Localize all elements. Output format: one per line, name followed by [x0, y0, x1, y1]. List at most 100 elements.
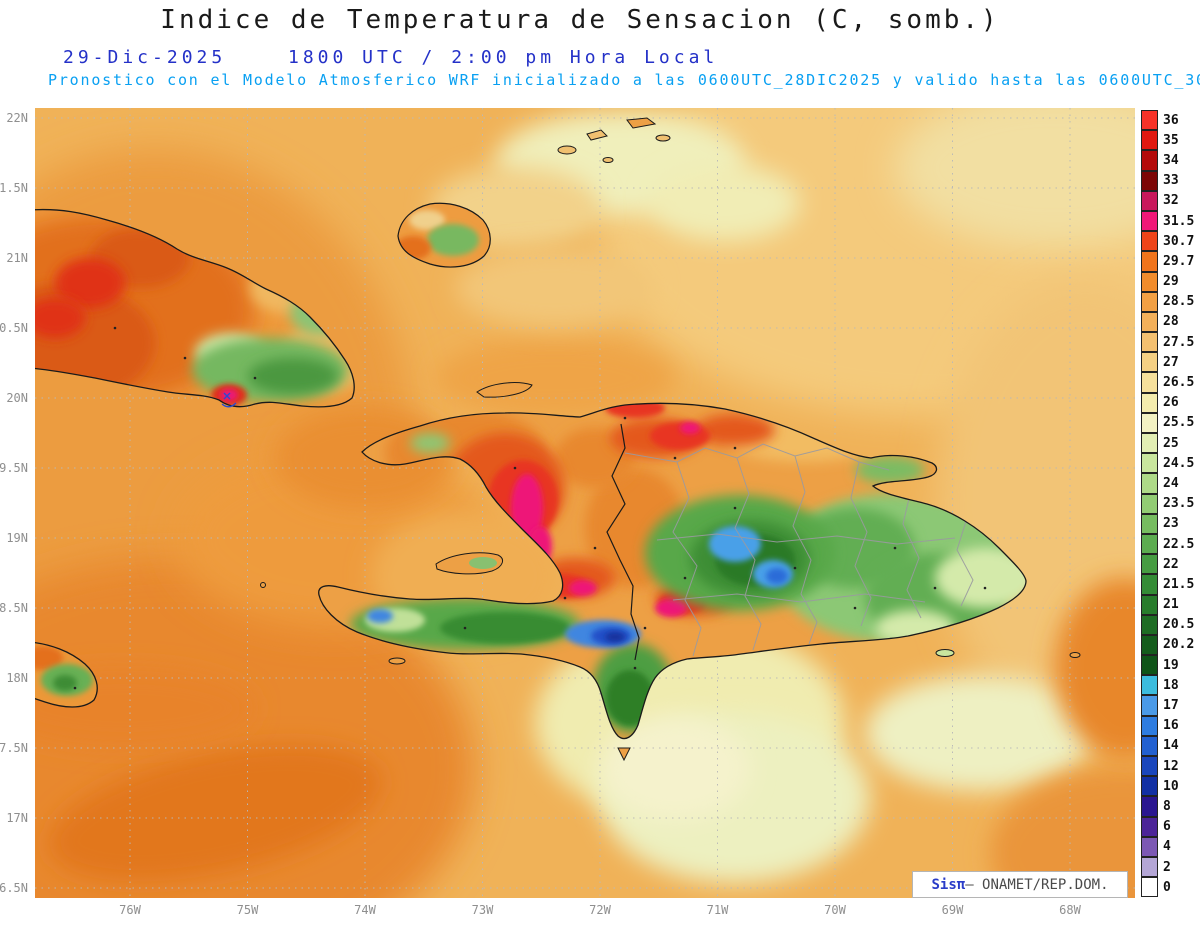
- colorbar-swatch: [1141, 130, 1158, 151]
- colorbar-row: 20.5: [1141, 614, 1195, 635]
- colorbar-row: 19: [1141, 655, 1194, 676]
- colorbar-swatch: [1141, 574, 1158, 595]
- sea-temperature-field: [35, 108, 1135, 898]
- colorbar-level-label: 29.7: [1163, 253, 1195, 269]
- colorbar-level-label: 22.5: [1163, 536, 1195, 552]
- watermark: Sisπ – ONAMET/REP.DOM.: [912, 871, 1128, 898]
- colorbar-level-label: 25.5: [1163, 415, 1195, 431]
- lon-tick-label: 70W: [824, 903, 846, 917]
- colorbar-swatch: [1141, 776, 1158, 797]
- colorbar-level-label: 26.5: [1163, 375, 1195, 391]
- colorbar-row: 28.5: [1141, 291, 1195, 312]
- lon-tick-label: 73W: [471, 903, 494, 917]
- latitude-axis: 22N 21.5N 21N 20.5N 20N 19.5N 19N 18.5N 18N 17.5N…: [0, 108, 31, 898]
- haiti-dr-border: [606, 423, 640, 661]
- sispi-logo: Sisπ: [931, 876, 966, 893]
- colorbar-swatch: [1141, 513, 1158, 534]
- colorbar-row: 33: [1141, 170, 1194, 191]
- lon-tick-label: 76W: [119, 903, 141, 917]
- colorbar-row: 22.5: [1141, 533, 1195, 555]
- colorbar-swatch: [1141, 453, 1158, 474]
- colorbar-legend: 36 35 34 33 32 31.5 30.7 29.7 29 28.5 28 27.5 27 26.5…: [1141, 110, 1195, 898]
- colorbar-level-label: 33: [1163, 173, 1179, 189]
- station-mark: [221, 392, 237, 408]
- colorbar-row: 32: [1141, 190, 1194, 211]
- colorbar-row: 12: [1141, 756, 1194, 777]
- colorbar-swatch: [1141, 352, 1158, 373]
- colorbar-swatch: [1141, 110, 1158, 131]
- lon-tick-label: 72W: [589, 903, 611, 917]
- colorbar-level-label: 0: [1163, 879, 1171, 895]
- colorbar-row: 25: [1141, 433, 1194, 454]
- colorbar-swatch: [1141, 150, 1158, 171]
- colorbar-level-label: 27: [1163, 354, 1179, 370]
- lat-tick-label: 17.5N: [0, 741, 28, 755]
- lat-tick-label: 21N: [6, 251, 28, 265]
- lon-tick-label: 75W: [236, 903, 259, 917]
- colorbar-row: 35: [1141, 130, 1194, 151]
- page-title: Indice de Temperatura de Sensacion (C, s…: [160, 5, 1000, 35]
- colorbar-swatch: [1141, 190, 1158, 211]
- colorbar-row: 27: [1141, 352, 1194, 373]
- colorbar-level-label: 2: [1163, 859, 1171, 875]
- colorbar-level-label: 21: [1163, 597, 1179, 613]
- colorbar-row: 23: [1141, 513, 1194, 534]
- colorbar-row: 17: [1141, 695, 1194, 716]
- colorbar-level-label: 30.7: [1163, 233, 1195, 249]
- colorbar-swatch: [1141, 796, 1158, 817]
- colorbar-level-label: 19: [1163, 657, 1179, 673]
- colorbar-level-label: 28: [1163, 314, 1179, 330]
- colorbar-row: 25.5: [1141, 412, 1195, 433]
- colorbar-level-label: 34: [1163, 152, 1179, 168]
- colorbar-swatch: [1141, 231, 1158, 252]
- colorbar-swatch: [1141, 735, 1158, 756]
- colorbar-level-label: 14: [1163, 738, 1179, 754]
- lon-tick-label: 71W: [706, 903, 729, 917]
- colorbar-level-label: 29: [1163, 274, 1179, 290]
- colorbar-swatch: [1141, 594, 1158, 615]
- forecast-valid-time: 1800 UTC / 2:00 pm Hora Local: [288, 47, 719, 68]
- colorbar-swatch: [1141, 392, 1158, 413]
- colorbar-level-label: 8: [1163, 798, 1171, 814]
- colorbar-row: 29.7: [1141, 251, 1195, 272]
- colorbar-level-label: 16: [1163, 718, 1179, 734]
- colorbar-row: 20.2: [1141, 634, 1195, 656]
- colorbar-swatch: [1141, 715, 1158, 736]
- colorbar-swatch: [1141, 675, 1158, 696]
- colorbar-level-label: 23.5: [1163, 496, 1195, 512]
- lat-tick-label: 21.5N: [0, 181, 28, 195]
- lat-tick-label: 20N: [6, 391, 28, 405]
- colorbar-level-label: 20.5: [1163, 617, 1195, 633]
- island-jamaica: [29, 641, 98, 708]
- colorbar-row: 4: [1141, 836, 1194, 857]
- colorbar-level-label: 24.5: [1163, 455, 1195, 471]
- colorbar-row: 28: [1141, 311, 1194, 333]
- colorbar-row: 27.5: [1141, 332, 1194, 353]
- colorbar-row: 8: [1141, 796, 1194, 817]
- colorbar-row: 14: [1141, 735, 1194, 756]
- colorbar-row: 10: [1141, 776, 1194, 797]
- colorbar-swatch: [1141, 170, 1158, 191]
- colorbar-swatch: [1141, 433, 1158, 454]
- lon-tick-label: 68W: [1059, 903, 1081, 917]
- colorbar-level-label: 4: [1163, 839, 1171, 855]
- colorbar-swatch: [1141, 493, 1158, 514]
- colorbar-row: 0: [1141, 877, 1194, 898]
- station-dots: [73, 326, 987, 690]
- colorbar-level-label: 22: [1163, 556, 1179, 572]
- lat-tick-label: 19.5N: [0, 461, 28, 475]
- colorbar-level-label: 28.5: [1163, 294, 1195, 310]
- colorbar-swatch: [1141, 251, 1158, 272]
- colorbar-row: 6: [1141, 816, 1194, 837]
- colorbar-level-label: 21.5: [1163, 576, 1195, 592]
- colorbar-row: 30.7: [1141, 231, 1195, 252]
- colorbar-level-label: 20.2: [1163, 637, 1195, 653]
- colorbar-swatch: [1141, 311, 1158, 333]
- colorbar-level-label: 17: [1163, 698, 1179, 714]
- lat-tick-label: 20.5N: [0, 321, 28, 335]
- colorbar-level-label: 12: [1163, 758, 1179, 774]
- colorbar-swatch: [1141, 877, 1158, 898]
- colorbar-level-label: 18: [1163, 677, 1179, 693]
- colorbar-swatch: [1141, 533, 1158, 555]
